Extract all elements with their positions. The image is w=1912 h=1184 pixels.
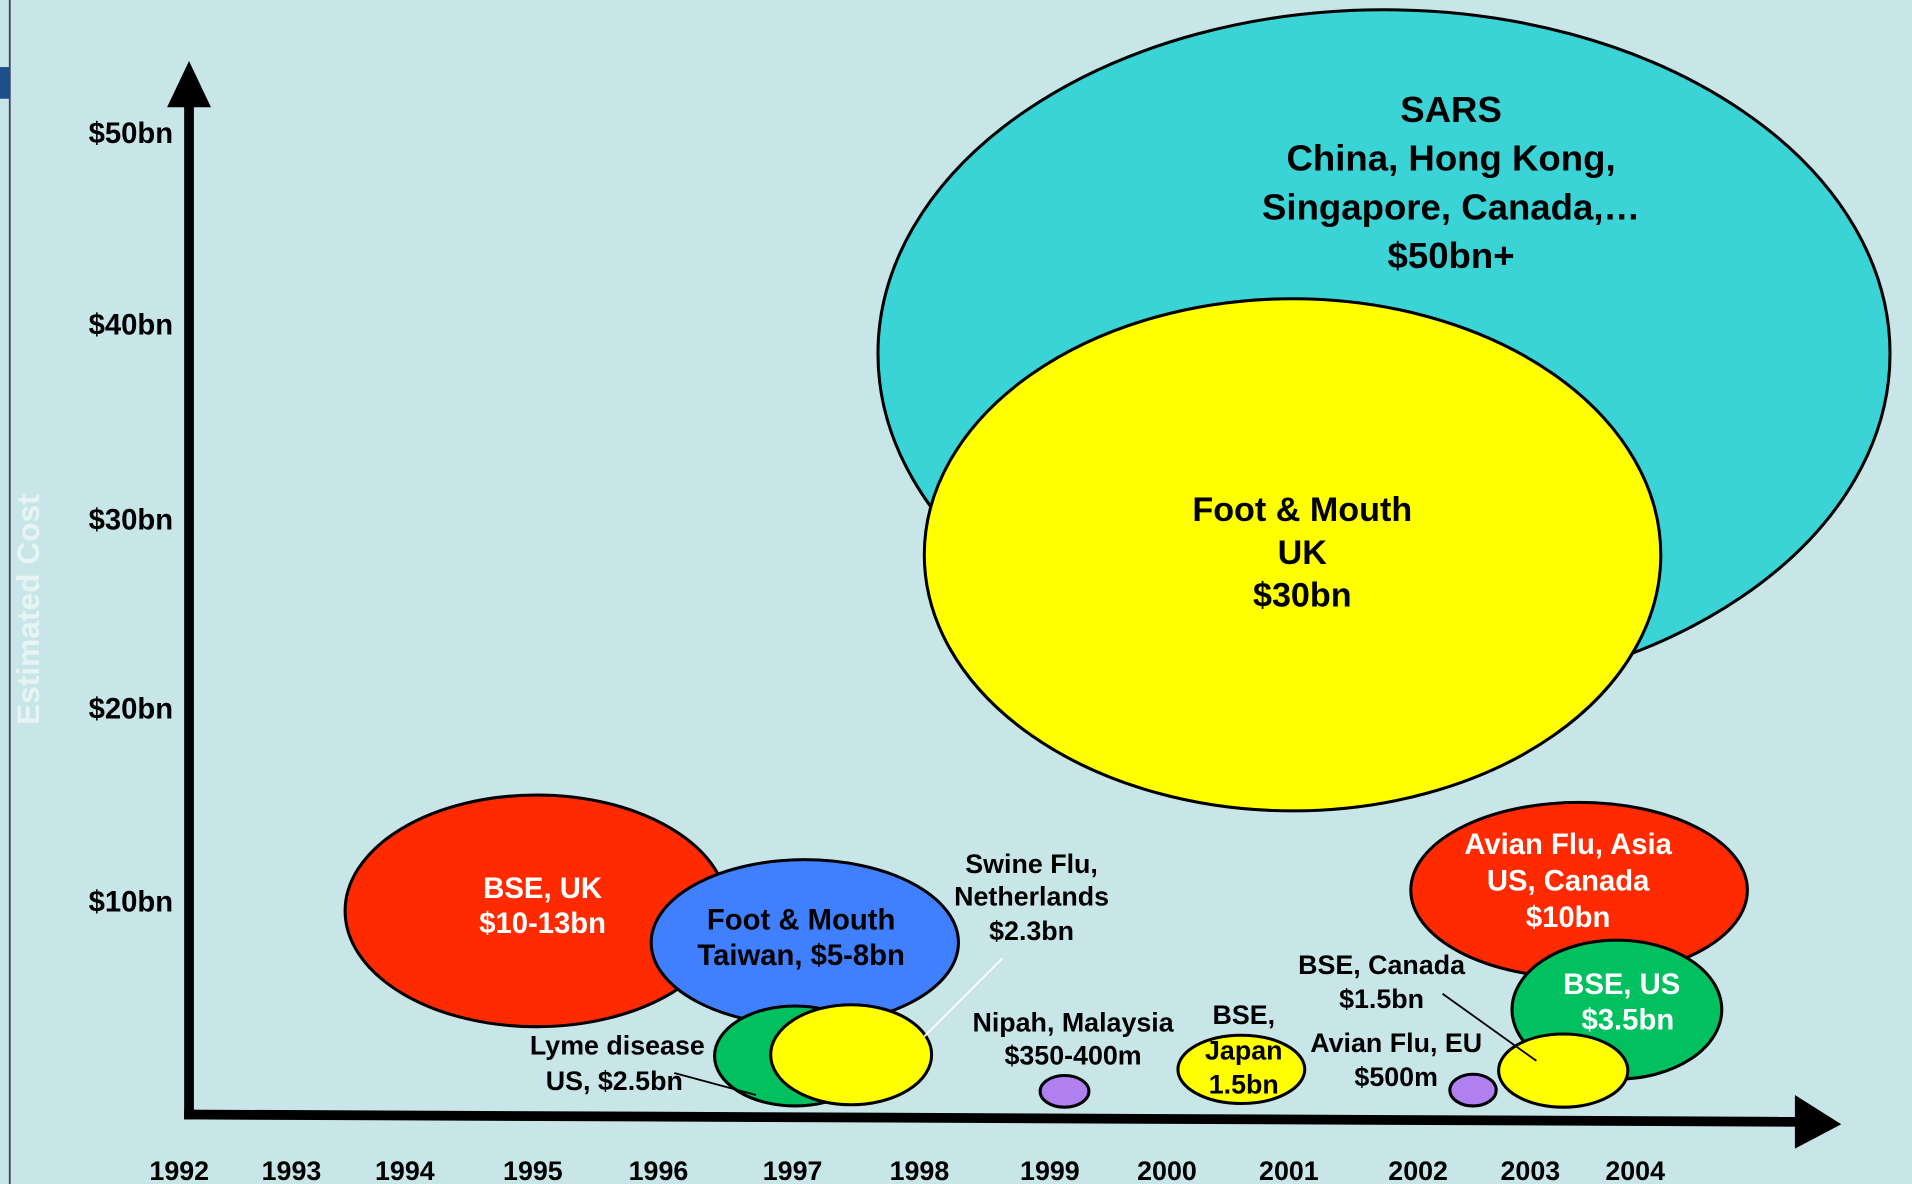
x-label: 2001 xyxy=(1259,1156,1319,1184)
bubble-label: China, Hong Kong, xyxy=(1286,138,1615,179)
x-label: 2004 xyxy=(1605,1156,1665,1184)
bubble-label: $500m xyxy=(1354,1062,1438,1092)
x-label: 1999 xyxy=(1020,1156,1080,1184)
bubble-label: US, Canada xyxy=(1487,866,1650,898)
bubble-label: BSE, xyxy=(1212,1000,1275,1030)
leader-line xyxy=(674,1072,757,1096)
bubble-label: Taiwan, $5-8bn xyxy=(697,940,905,972)
y-axis-arrow xyxy=(167,60,211,108)
bubble-label: Avian Flu, EU xyxy=(1310,1028,1482,1058)
bubble-label: SARS xyxy=(1400,89,1502,130)
axis-title: Estimated Cost xyxy=(10,494,46,725)
bubble-label: Avian Flu, Asia xyxy=(1464,829,1672,861)
x-label: 1998 xyxy=(890,1156,950,1184)
bubble-label: $1.5bn xyxy=(1339,984,1424,1014)
bubble xyxy=(1176,1033,1307,1106)
bubble xyxy=(769,1003,934,1107)
bubble xyxy=(1448,1072,1498,1108)
y-label: $10bn xyxy=(89,886,174,918)
bubble-label: $10-13bn xyxy=(479,908,606,940)
bubble-label: $50bn+ xyxy=(1388,235,1515,276)
y-label: $20bn xyxy=(89,694,174,726)
x-label: 2003 xyxy=(1500,1156,1560,1184)
y-label: $40bn xyxy=(89,310,174,342)
x-label: 1996 xyxy=(629,1156,689,1184)
bubble-label: BSE, Canada xyxy=(1298,950,1466,980)
bubble-label: Foot & Mouth xyxy=(1192,491,1412,529)
leader-line xyxy=(1441,993,1537,1062)
y-label: $30bn xyxy=(89,505,174,537)
bubble-label: Nipah, Malaysia xyxy=(972,1007,1174,1037)
x-label: 1995 xyxy=(503,1156,563,1184)
bubble-label: $30bn xyxy=(1253,577,1352,615)
x-label: 2002 xyxy=(1388,1156,1448,1184)
bubble-label: $10bn xyxy=(1526,902,1611,934)
bubble xyxy=(1497,1032,1630,1109)
bubble-label: Singapore, Canada,… xyxy=(1262,186,1640,227)
edge-tab xyxy=(0,67,10,99)
bubble-label: Swine Flu, xyxy=(965,849,1098,879)
bubble-label: 1.5bn xyxy=(1209,1070,1279,1100)
bubble-label: Foot & Mouth xyxy=(707,905,895,937)
bubble xyxy=(922,297,1663,813)
x-label: 1997 xyxy=(763,1156,823,1184)
bubble-label: $2.3bn xyxy=(989,916,1074,946)
x-label: 2000 xyxy=(1137,1156,1197,1184)
bubble-label: BSE, UK xyxy=(483,873,602,905)
bubble xyxy=(1038,1073,1091,1109)
bubble-label: $3.5bn xyxy=(1582,1005,1675,1037)
bubble-label: Lyme disease xyxy=(530,1031,705,1061)
x-axis xyxy=(184,1109,1805,1127)
leader-line xyxy=(923,957,1003,1038)
bubble-label: BSE, US xyxy=(1563,969,1680,1001)
x-axis-arrow xyxy=(1794,1094,1842,1149)
bubble-label: $350-400m xyxy=(1004,1040,1141,1070)
bubble-label: Netherlands xyxy=(954,882,1109,912)
x-label: 1994 xyxy=(375,1156,435,1184)
bubble-label: UK xyxy=(1278,534,1328,572)
bubble-label: Japan xyxy=(1205,1035,1283,1065)
x-label: 1993 xyxy=(262,1156,322,1184)
y-label: $50bn xyxy=(89,118,174,150)
bubble-label: US, $2.5bn xyxy=(546,1066,683,1096)
x-label: 1992 xyxy=(149,1156,209,1184)
